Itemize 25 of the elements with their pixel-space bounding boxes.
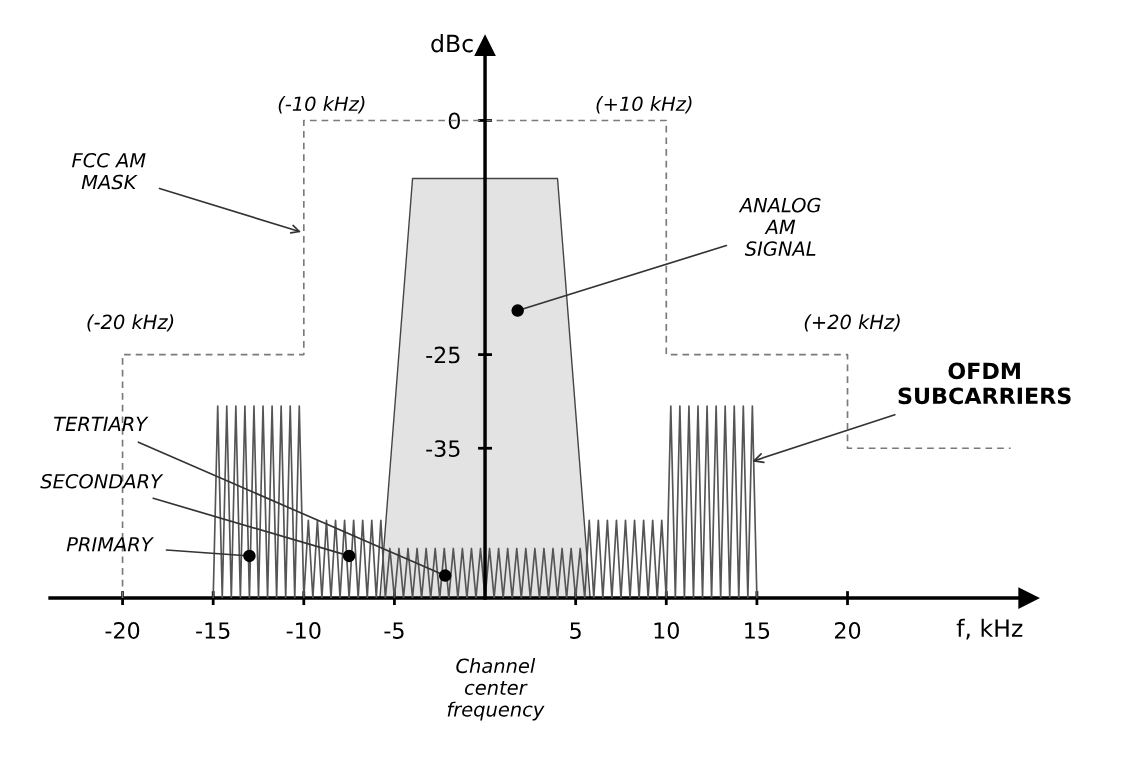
annotation: ANALOG AM SIGNAL [738,197,821,256]
annotation: (+10 kHz) [596,96,692,114]
annotation: TERTIARY [54,416,149,431]
annotation: (-10 kHz) [278,96,365,114]
annotation: (-20 kHz) [87,314,174,332]
annotation: (+20 kHz) [804,314,900,332]
y-tick-label: -25 [426,346,460,364]
text: Channel center frequency [447,658,545,721]
y-axis-title: dBc [431,34,473,53]
x-tick-label: 5 [570,622,581,639]
x-tick-label: -10 [286,622,321,639]
annotation: PRIMARY [66,537,154,552]
y-tick-label: 0 [448,112,460,130]
line-series [212,405,758,599]
annotation: SECONDARY [40,473,164,489]
x-tick-label: -5 [384,622,404,639]
x-tick-label: -15 [196,622,230,639]
x-tick-label: 20 [835,622,861,639]
annotation: FCC AM MASK [72,152,146,190]
x-tick-label: -20 [105,622,140,639]
x-axis-title: f, kHz [956,618,1023,640]
x-tick-label: 15 [745,622,770,639]
x-tick-label: 10 [654,622,679,639]
annotation: OFDM SUBCARRIERS [898,362,1071,405]
y-tick-label: -35 [426,440,460,458]
